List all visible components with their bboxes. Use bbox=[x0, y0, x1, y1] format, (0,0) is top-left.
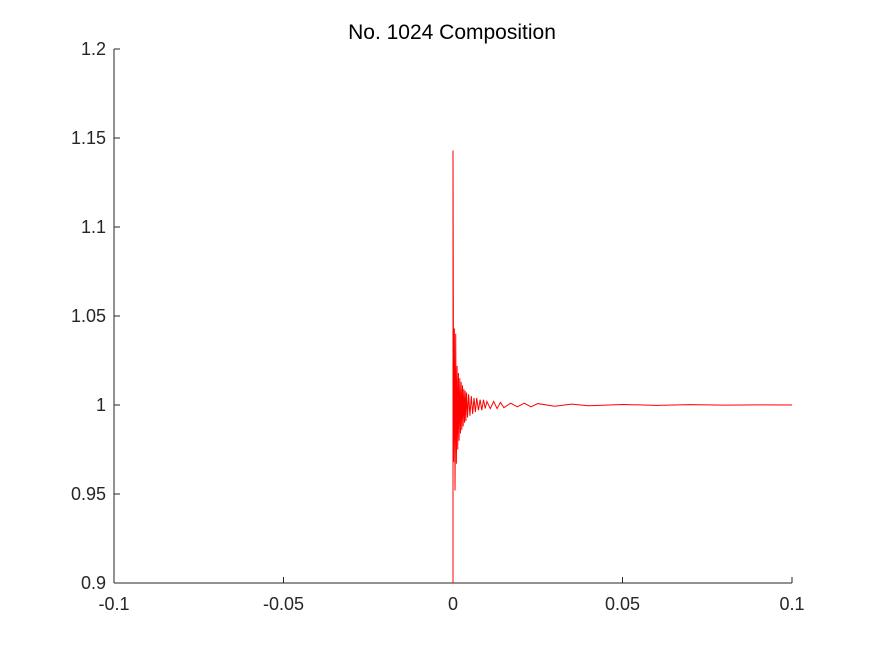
x-tick-label: 0.05 bbox=[605, 594, 640, 614]
plot-area bbox=[452, 150, 793, 583]
y-tick-label: 0.95 bbox=[71, 484, 106, 504]
x-tick-label: 0 bbox=[448, 594, 458, 614]
x-tick-label: -0.1 bbox=[98, 594, 129, 614]
x-tick-label: -0.05 bbox=[263, 594, 304, 614]
y-tick-label: 1.2 bbox=[81, 39, 106, 59]
y-tick-label: 1.1 bbox=[81, 217, 106, 237]
axes: -0.1 -0.05 0 0.05 0.1 0.9 0.95 1 1.05 1.1 1.15 1.2 bbox=[71, 39, 805, 614]
y-tick-label: 1 bbox=[96, 395, 106, 415]
series-line-0 bbox=[452, 150, 793, 583]
y-tick-label: 0.9 bbox=[81, 573, 106, 593]
y-tick-label: 1.05 bbox=[71, 306, 106, 326]
y-tick-label: 1.15 bbox=[71, 128, 106, 148]
chart-title: No. 1024 Composition bbox=[348, 21, 556, 44]
x-tick-label: 0.1 bbox=[779, 594, 804, 614]
